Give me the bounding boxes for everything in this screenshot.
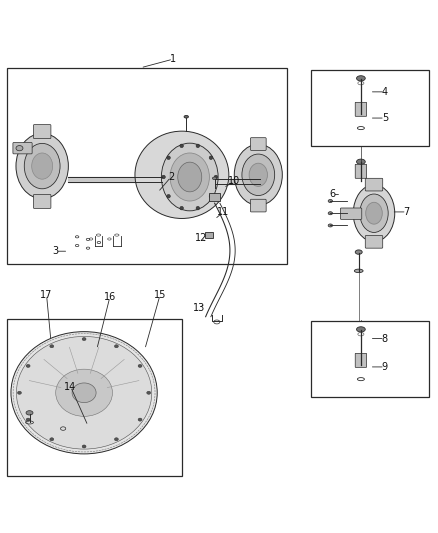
Ellipse shape: [135, 131, 229, 219]
Text: 8: 8: [382, 334, 388, 344]
Ellipse shape: [147, 391, 151, 394]
Ellipse shape: [24, 143, 60, 189]
Text: 1: 1: [170, 54, 176, 64]
FancyBboxPatch shape: [355, 353, 367, 367]
Ellipse shape: [167, 156, 170, 159]
Text: 17: 17: [40, 290, 53, 300]
Bar: [209, 193, 220, 201]
FancyBboxPatch shape: [355, 164, 367, 179]
Ellipse shape: [196, 144, 200, 148]
Ellipse shape: [11, 332, 157, 454]
Ellipse shape: [114, 345, 118, 348]
Ellipse shape: [26, 418, 30, 421]
Ellipse shape: [357, 327, 365, 332]
Ellipse shape: [249, 163, 268, 187]
Ellipse shape: [209, 195, 213, 198]
FancyBboxPatch shape: [13, 142, 32, 154]
Ellipse shape: [50, 345, 54, 348]
Text: 6: 6: [329, 189, 336, 199]
Bar: [7, 319, 182, 476]
Bar: [311, 70, 428, 147]
Ellipse shape: [328, 212, 332, 215]
Ellipse shape: [180, 144, 184, 148]
Ellipse shape: [366, 203, 382, 224]
FancyBboxPatch shape: [365, 179, 383, 191]
FancyBboxPatch shape: [355, 102, 367, 116]
Ellipse shape: [234, 144, 283, 205]
Ellipse shape: [16, 133, 68, 199]
Ellipse shape: [167, 195, 170, 198]
Ellipse shape: [242, 154, 275, 196]
Ellipse shape: [82, 445, 86, 448]
Bar: [7, 68, 287, 264]
Ellipse shape: [355, 250, 362, 254]
Ellipse shape: [212, 177, 217, 180]
FancyBboxPatch shape: [33, 195, 51, 208]
Ellipse shape: [26, 365, 30, 367]
FancyBboxPatch shape: [340, 208, 362, 220]
Ellipse shape: [82, 337, 86, 341]
Ellipse shape: [161, 143, 218, 211]
Ellipse shape: [328, 199, 332, 203]
Ellipse shape: [138, 365, 142, 367]
FancyBboxPatch shape: [33, 125, 51, 139]
Text: 2: 2: [168, 172, 174, 182]
Ellipse shape: [328, 224, 332, 227]
Ellipse shape: [16, 146, 23, 151]
Ellipse shape: [26, 410, 33, 415]
Ellipse shape: [162, 175, 165, 179]
FancyBboxPatch shape: [251, 138, 266, 150]
Text: 5: 5: [382, 113, 388, 123]
Text: 11: 11: [217, 207, 230, 217]
Ellipse shape: [72, 383, 96, 402]
Ellipse shape: [353, 185, 395, 241]
Ellipse shape: [138, 418, 142, 421]
Ellipse shape: [180, 206, 184, 210]
Text: 10: 10: [228, 176, 240, 187]
Ellipse shape: [50, 438, 54, 441]
Ellipse shape: [114, 438, 118, 441]
Bar: [205, 232, 213, 238]
Ellipse shape: [357, 159, 365, 164]
Text: 12: 12: [195, 233, 208, 243]
Text: 9: 9: [382, 362, 388, 372]
Ellipse shape: [196, 206, 200, 210]
Text: 16: 16: [104, 292, 116, 302]
Ellipse shape: [354, 269, 363, 272]
Bar: [311, 321, 428, 398]
Ellipse shape: [214, 175, 218, 179]
Ellipse shape: [360, 194, 388, 232]
Text: 7: 7: [404, 207, 410, 217]
Ellipse shape: [32, 153, 53, 179]
Text: 4: 4: [382, 87, 388, 97]
Ellipse shape: [170, 153, 209, 201]
Text: 15: 15: [154, 290, 166, 300]
Text: 13: 13: [193, 303, 205, 313]
Ellipse shape: [357, 76, 365, 81]
Ellipse shape: [178, 162, 202, 192]
Ellipse shape: [184, 116, 188, 118]
Ellipse shape: [56, 369, 113, 416]
FancyBboxPatch shape: [365, 236, 383, 248]
Ellipse shape: [18, 391, 21, 394]
Text: 3: 3: [52, 246, 58, 256]
Ellipse shape: [209, 156, 213, 159]
Text: 14: 14: [64, 382, 77, 392]
FancyBboxPatch shape: [251, 199, 266, 212]
Ellipse shape: [16, 336, 152, 449]
